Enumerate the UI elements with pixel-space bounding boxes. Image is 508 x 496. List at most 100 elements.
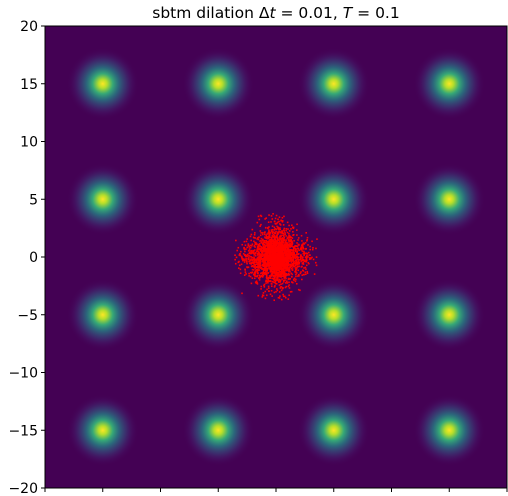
particle [275, 273, 277, 275]
particle [280, 254, 283, 257]
particle [287, 228, 289, 230]
particle [277, 245, 280, 248]
particle [251, 245, 253, 247]
particle [275, 241, 278, 243]
particle [283, 257, 286, 259]
particle [292, 251, 295, 254]
particle [290, 228, 292, 230]
density-peak [297, 163, 370, 236]
particle [295, 278, 297, 281]
particle [258, 253, 261, 256]
particle [284, 251, 287, 254]
particle [285, 258, 288, 261]
particle [234, 258, 236, 261]
chart-title: sbtm dilation Δt = 0.01, T = 0.1 [152, 4, 399, 22]
particle [266, 251, 268, 254]
particle [284, 272, 286, 274]
particle [301, 274, 304, 276]
particle [282, 251, 284, 254]
particle [252, 261, 255, 264]
particle [275, 258, 278, 260]
particle [235, 256, 238, 259]
particle [284, 241, 287, 244]
particle [256, 275, 258, 278]
particle [296, 251, 298, 254]
particle [271, 263, 273, 265]
particle [269, 260, 272, 263]
particle [280, 219, 282, 222]
particle [269, 271, 272, 273]
particle [278, 263, 281, 266]
particle [315, 247, 317, 250]
particle [281, 252, 283, 255]
particle [269, 233, 271, 235]
particle [269, 247, 272, 250]
particle [278, 253, 281, 256]
particle [269, 242, 272, 244]
particle [262, 294, 265, 297]
particle [272, 274, 275, 277]
particle [257, 265, 260, 268]
particle [259, 240, 261, 242]
particle [297, 247, 300, 250]
particle [275, 252, 278, 255]
particle [284, 260, 287, 263]
particle [307, 251, 310, 254]
particle [290, 236, 292, 239]
particle [257, 247, 259, 249]
particle [299, 272, 302, 275]
particle [234, 254, 236, 257]
particle [303, 243, 305, 245]
particle [303, 250, 305, 253]
particle [296, 223, 298, 226]
particle [266, 262, 269, 265]
particle [267, 259, 270, 262]
particle [269, 264, 272, 267]
particle [284, 245, 286, 248]
particle [274, 253, 276, 256]
particle [300, 271, 302, 273]
particle [253, 250, 255, 252]
particle [304, 248, 307, 250]
particle [263, 249, 265, 252]
particle [273, 254, 276, 257]
particle [273, 255, 275, 257]
particle [255, 275, 257, 278]
x-axis-ticks [44, 488, 508, 492]
particle [273, 241, 275, 243]
particle [252, 251, 255, 254]
particle [285, 241, 288, 244]
particle [257, 237, 259, 239]
particle [302, 259, 304, 262]
particle [311, 240, 313, 243]
particle [254, 258, 257, 261]
particle [278, 272, 280, 274]
particle [266, 237, 269, 240]
particle [266, 277, 268, 280]
particle [279, 245, 282, 247]
particle [271, 225, 274, 228]
particle [259, 248, 262, 251]
particle [251, 262, 254, 264]
particle [271, 234, 274, 237]
particle [271, 272, 273, 274]
particle [254, 273, 256, 275]
particle [300, 246, 302, 249]
particle [257, 246, 260, 248]
particle [284, 240, 287, 243]
particle [288, 224, 290, 227]
particle [293, 256, 295, 258]
particle [289, 237, 291, 239]
particle [286, 221, 289, 224]
particle [270, 237, 273, 240]
y-tick-label: −5 [17, 308, 38, 324]
particle [256, 259, 259, 261]
particle [276, 289, 279, 292]
particle [283, 277, 285, 279]
particle [238, 264, 241, 267]
particle [297, 269, 300, 272]
particle [264, 226, 267, 229]
particle [248, 255, 251, 257]
particle [270, 240, 272, 243]
density-peak [66, 163, 139, 236]
